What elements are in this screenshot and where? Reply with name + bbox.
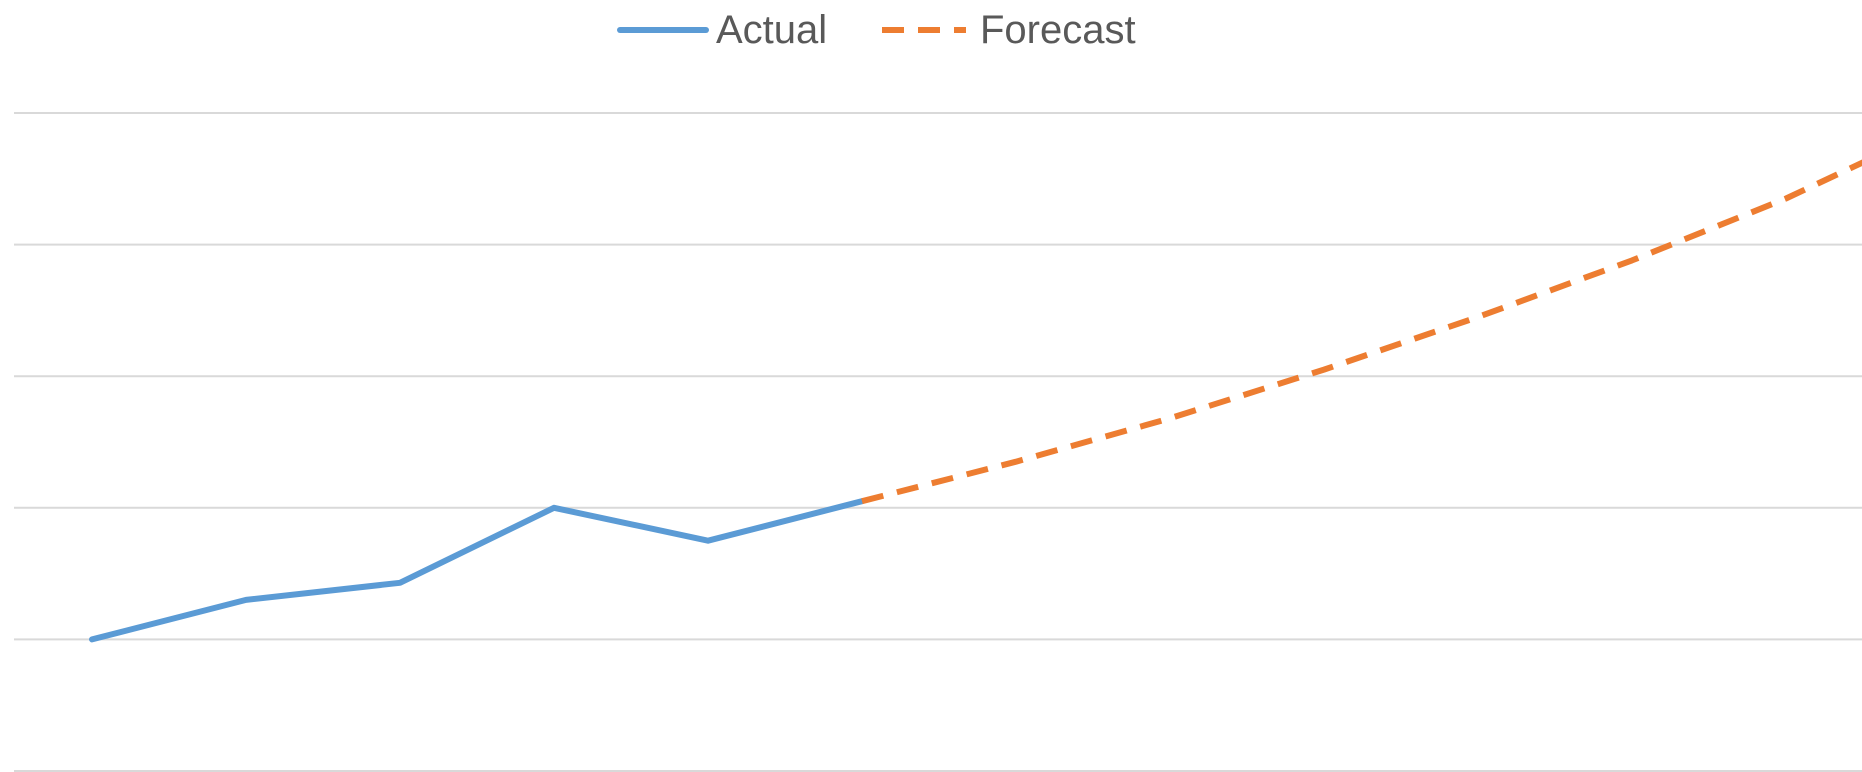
- data-point-forecast: [1167, 415, 1173, 421]
- series-line-forecast: [861, 159, 1862, 505]
- data-point-forecast: [1475, 314, 1481, 320]
- data-point-actual: [551, 505, 557, 511]
- data-point-actual: [705, 538, 711, 544]
- data-point-forecast: [859, 498, 865, 504]
- data-point-actual: [397, 580, 403, 586]
- data-point-actual: [243, 597, 249, 603]
- plot-area: [89, 159, 1862, 643]
- gridlines: [14, 112, 1862, 772]
- legend: Actual Forecast: [617, 8, 1136, 52]
- data-point-forecast: [1629, 257, 1635, 263]
- legend-actual-label: Actual: [716, 8, 827, 52]
- data-point-actual: [89, 636, 95, 642]
- data-point-forecast: [1783, 196, 1789, 202]
- data-point-forecast: [1321, 367, 1327, 373]
- series-line-actual: [89, 498, 865, 643]
- data-point-forecast: [1013, 459, 1019, 465]
- legend-forecast-label: Forecast: [980, 8, 1136, 52]
